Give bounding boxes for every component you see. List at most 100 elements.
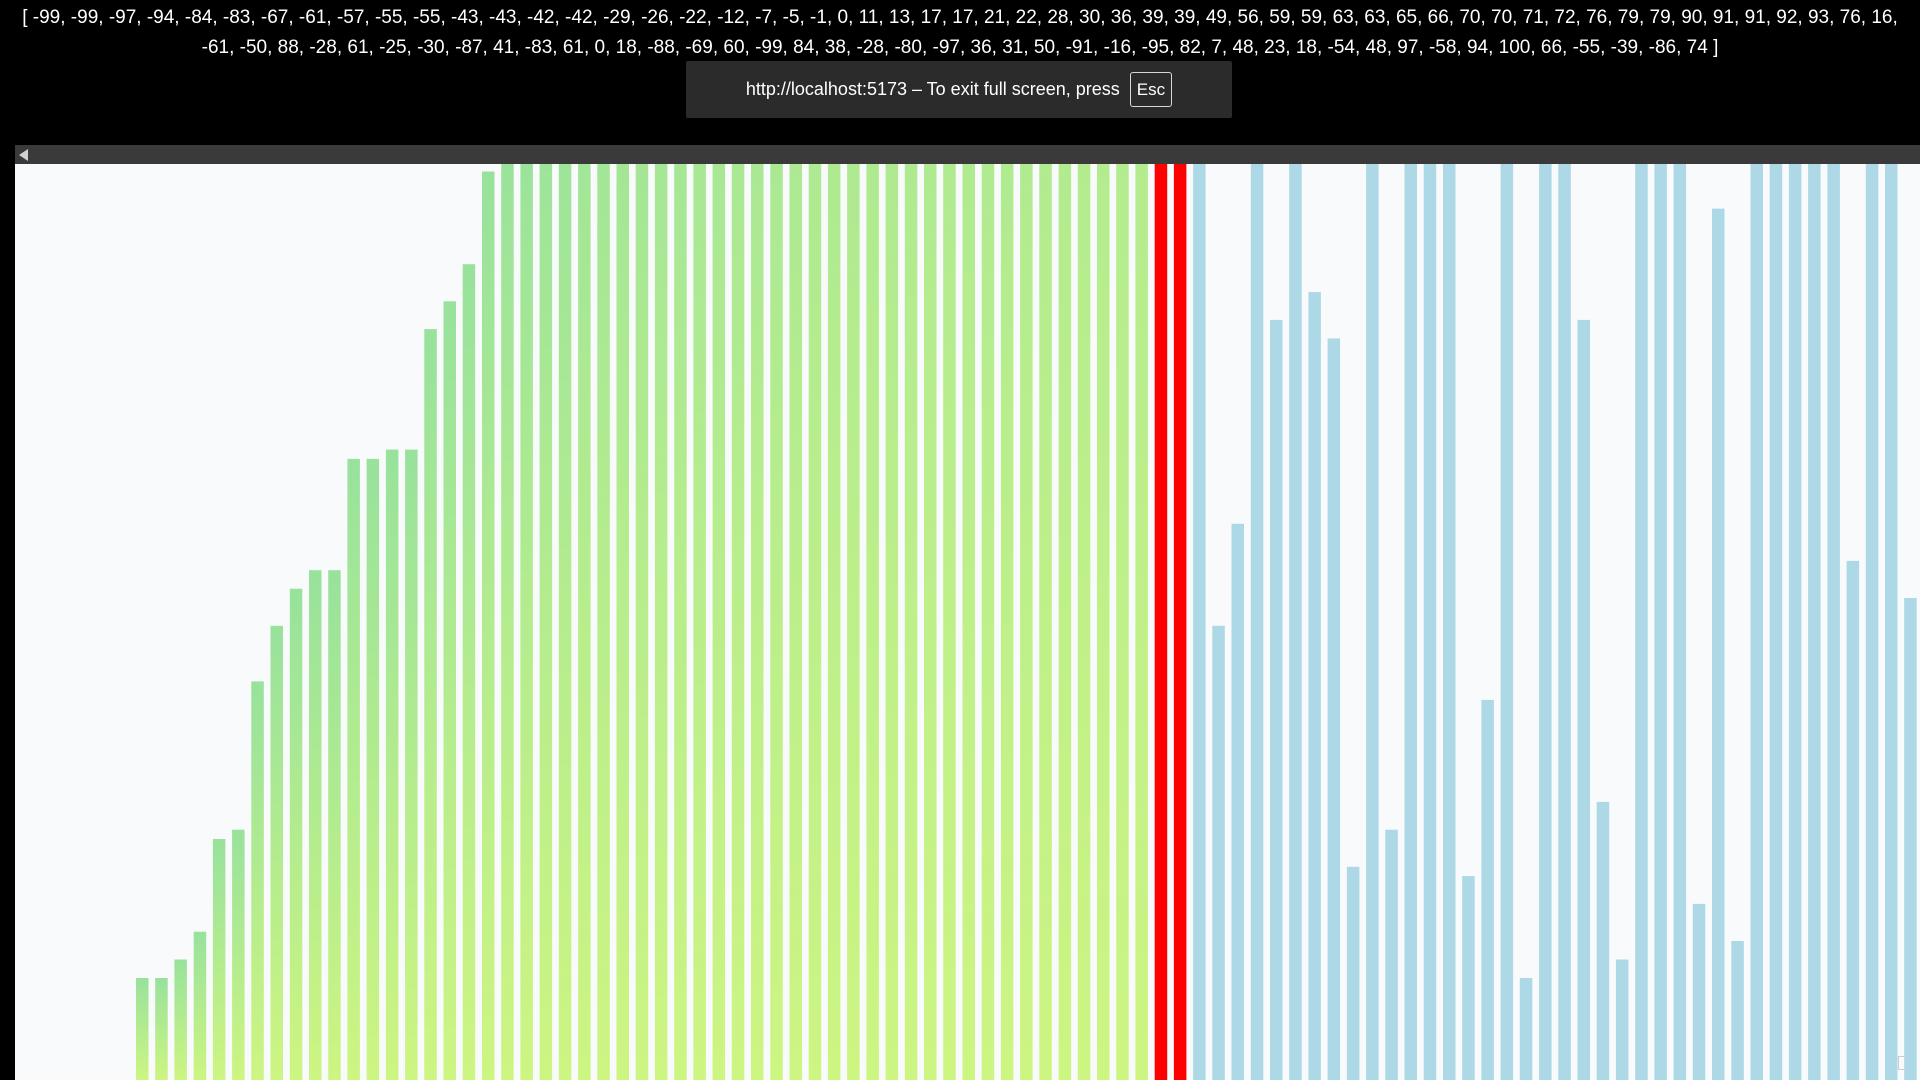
bar-67 [1423,164,1437,1080]
bar-76 [1596,801,1610,1080]
bar-12 [366,458,380,1080]
bar-86 [1788,164,1802,1080]
bar-28 [674,164,687,1080]
bar-chart [136,164,1917,1080]
bar-65 [1385,829,1398,1080]
bar-54 [1173,164,1187,1080]
bar-35 [808,164,822,1080]
bar-23 [578,164,591,1080]
bar-49 [1077,164,1091,1080]
bar-57 [1231,523,1244,1080]
bar-38 [866,164,879,1080]
bar-80 [1673,164,1687,1080]
bar-58 [1250,164,1264,1080]
fullscreen-notice-message: http://localhost:5173 – To exit full scr… [745,79,1120,99]
bar-77 [1615,959,1629,1080]
bar-74 [1558,164,1571,1080]
fullscreen-notice: http://localhost:5173 – To exit full scr… [686,61,1232,118]
bar-50 [1097,164,1110,1080]
bar-91 [1885,164,1898,1080]
bar-61 [1308,292,1321,1080]
bar-70 [1481,699,1494,1080]
resize-corner-icon [1898,1056,1908,1070]
bar-9 [309,570,322,1080]
bar-15 [424,329,437,1080]
sorting-visualizer [15,164,1920,1080]
bar-4 [212,839,226,1080]
array-readout: [ -99, -99, -97, -94, -84, -83, -67, -61… [22,7,1898,58]
bar-53 [1154,164,1168,1080]
bar-41 [924,164,937,1080]
bar-10 [328,570,341,1080]
bar-20 [520,164,533,1080]
bar-83 [1731,941,1744,1080]
bar-51 [1116,164,1129,1080]
bar-34 [789,164,802,1080]
bar-5 [232,829,245,1080]
bar-84 [1750,164,1763,1080]
bar-69 [1462,876,1475,1080]
bar-37 [847,164,860,1080]
bar-90 [1865,164,1879,1080]
bar-71 [1500,164,1514,1080]
bar-7 [270,625,283,1080]
bar-73 [1539,164,1552,1080]
bar-3 [193,931,207,1080]
bar-81 [1692,903,1706,1080]
bar-59 [1270,319,1283,1080]
bar-89 [1846,560,1860,1080]
bar-66 [1404,164,1417,1080]
bar-8 [289,588,303,1080]
bar-87 [1808,164,1821,1080]
bar-21 [539,164,553,1080]
bar-19 [501,164,514,1080]
bar-14 [405,449,418,1080]
bar-62 [1327,338,1341,1080]
bar-22 [558,164,572,1080]
bar-48 [1058,164,1072,1080]
bar-88 [1827,164,1840,1080]
bar-52 [1135,164,1148,1080]
bar-56 [1212,625,1225,1080]
bar-79 [1654,164,1667,1080]
bar-64 [1366,164,1379,1080]
bar-33 [770,164,783,1080]
bar-78 [1635,164,1648,1080]
bar-60 [1289,164,1302,1080]
bar-42 [943,164,956,1080]
bar-44 [981,164,995,1080]
bar-72 [1519,978,1533,1080]
bar-30 [712,164,726,1080]
bar-39 [885,164,899,1080]
bar-82 [1712,208,1725,1080]
bar-45 [1000,164,1014,1080]
bar-16 [443,301,456,1080]
bar-2 [174,959,187,1080]
bar-68 [1443,164,1456,1080]
bar-75 [1577,319,1590,1080]
bar-18 [482,171,495,1080]
bar-24 [597,164,610,1080]
escape-key-badge: Esc [1129,72,1173,107]
scroll-left-arrow-icon[interactable] [19,149,28,161]
bar-25 [616,164,629,1080]
bar-1 [155,978,168,1080]
bar-92 [1904,598,1917,1080]
bar-63 [1346,866,1360,1080]
bar-32 [751,164,764,1080]
bar-27 [654,164,668,1080]
bar-36 [827,164,841,1080]
bar-13 [385,449,399,1080]
bar-43 [962,164,975,1080]
bar-85 [1769,164,1783,1080]
bar-46 [1020,164,1033,1080]
bar-47 [1039,164,1052,1080]
bar-11 [347,458,360,1080]
bar-6 [251,681,264,1080]
horizontal-scrollbar[interactable] [15,145,1920,164]
bar-0 [136,978,149,1080]
bar-29 [693,164,706,1080]
bar-17 [462,264,476,1080]
bar-26 [635,164,649,1080]
bar-31 [731,164,745,1080]
